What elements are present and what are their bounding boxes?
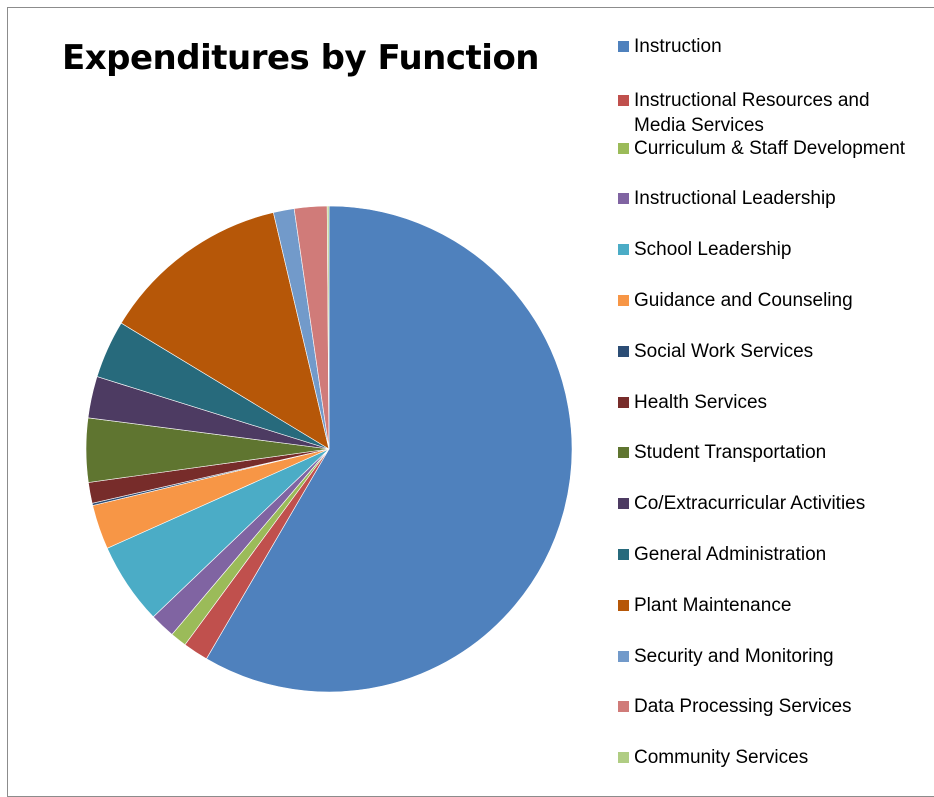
legend-label: Data Processing Services <box>634 696 852 717</box>
legend-label: Security and Monitoring <box>634 646 834 667</box>
legend-swatch <box>618 549 629 560</box>
legend-swatch <box>618 651 629 662</box>
legend-swatch <box>618 295 629 306</box>
legend-swatch <box>618 498 629 509</box>
legend-swatch <box>618 143 629 154</box>
legend-swatch <box>618 95 629 106</box>
legend-label: Guidance and Counseling <box>634 290 853 311</box>
legend-label: Instructional Resources and Media Servic… <box>634 90 870 136</box>
legend-label: Plant Maintenance <box>634 595 792 616</box>
legend-swatch <box>618 244 629 255</box>
legend-swatch <box>618 397 629 408</box>
legend-label: Community Services <box>634 747 809 768</box>
legend-label: Health Services <box>634 392 768 413</box>
legend-label: Instruction <box>634 36 722 57</box>
chart-title: Expenditures by Function <box>62 38 540 78</box>
pie-slice-0 <box>205 205 573 693</box>
legend-swatch <box>618 752 629 763</box>
pie-slice-14 <box>326 205 330 450</box>
legend-label: Student Transportation <box>634 442 827 463</box>
legend-swatch <box>618 600 629 611</box>
legend-swatch <box>618 346 629 357</box>
legend-swatch <box>618 193 629 204</box>
legend-label: Instructional Leadership <box>634 188 836 209</box>
legend-label: Co/Extracurricular Activities <box>634 493 866 514</box>
legend-label: Social Work Services <box>634 341 814 362</box>
legend-label: General Administration <box>634 544 827 565</box>
chart-legend: Instruction Instructional Resources and M… <box>618 34 934 794</box>
pie-slice-11 <box>120 212 330 450</box>
legend-swatch <box>618 41 629 52</box>
legend-swatch <box>618 701 629 712</box>
legend-label: Curriculum & Staff Development <box>634 138 906 159</box>
legend-label: School Leadership <box>634 239 792 260</box>
legend-swatch <box>618 447 629 458</box>
